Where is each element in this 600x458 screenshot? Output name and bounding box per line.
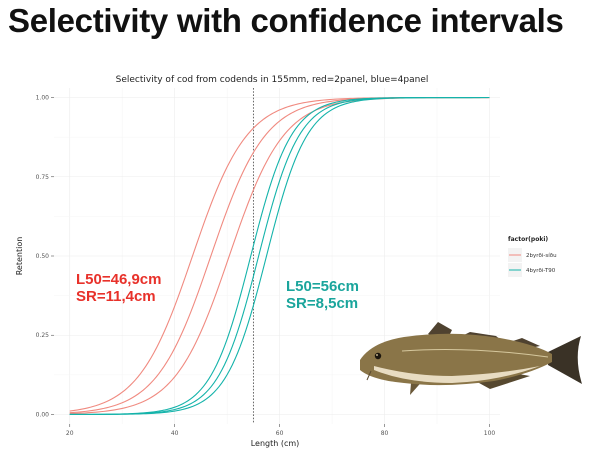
cod-fish-image (360, 322, 582, 395)
annotation-blue-sr: SR=8,5cm (286, 295, 358, 312)
selectivity-curves (69, 96, 490, 416)
fish-eye-highlight (376, 354, 378, 356)
curve-blue-2 (69, 96, 490, 416)
y-tick-label: 0.50 (36, 253, 50, 260)
x-tick-label: 40 (171, 430, 179, 437)
legend-label-blue: 4byrði-T90 (526, 268, 556, 274)
x-tick-label: 60 (276, 430, 284, 437)
x-axis-ticks: 20 40 60 80 100 (66, 424, 495, 437)
fish-belly (374, 366, 540, 383)
annotation-red-l50: L50=46,9cm (76, 271, 161, 288)
y-axis-ticks: 0.00 0.25 0.50 0.75 1.00 (36, 95, 54, 418)
y-tick-label: 0.75 (36, 174, 50, 181)
slide-title: Selectivity with confidence intervals (8, 2, 564, 39)
x-tick-label: 80 (381, 430, 389, 437)
x-tick-label: 100 (484, 430, 496, 437)
y-tick-label: 0.00 (36, 411, 50, 418)
x-axis-label: Length (cm) (251, 439, 300, 448)
fish-barbel (366, 370, 372, 381)
fish-eye (374, 352, 382, 360)
x-tick-label: 20 (66, 430, 74, 437)
annotation-blue: L50=56cm SR=8,5cm (286, 278, 359, 312)
legend-label-red: 2byrði-síðu (526, 252, 557, 259)
y-tick-label: 0.25 (36, 332, 50, 339)
y-tick-label: 1.00 (36, 95, 50, 102)
annotation-red: L50=46,9cm SR=11,4cm (76, 271, 161, 305)
fish-lateral-line (401, 348, 549, 358)
chart-title: Selectivity of cod from codends in 155mm… (116, 75, 429, 85)
annotation-blue-l50: L50=56cm (286, 278, 359, 295)
legend-title: factor(poki) (508, 236, 548, 243)
fish-tail (548, 336, 582, 384)
annotation-red-sr: SR=11,4cm (76, 288, 156, 305)
y-axis-label: Retention (15, 237, 24, 276)
legend: factor(poki) 2byrði-síðu 4byrði-T90 (508, 236, 557, 277)
